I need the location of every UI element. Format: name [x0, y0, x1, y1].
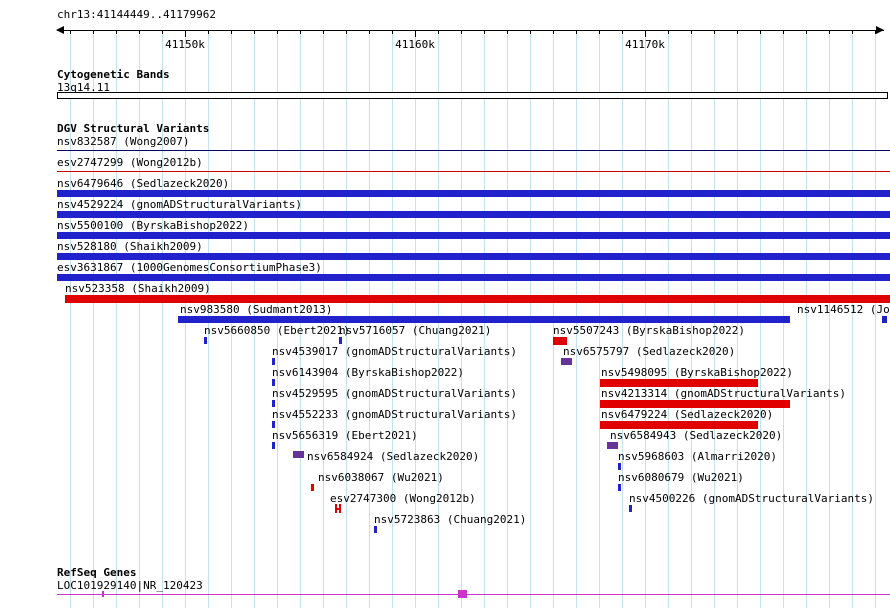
variant-glyph-bar[interactable]	[65, 295, 890, 303]
variant-label[interactable]: nsv832587 (Wong2007)	[57, 135, 190, 148]
ruler-tick	[415, 30, 416, 37]
variant-glyph-line[interactable]	[57, 171, 890, 172]
variant-glyph-tick[interactable]	[204, 337, 207, 344]
region-title: chr13:41144449..41179962	[57, 8, 216, 21]
variant-label[interactable]: nsv4529595 (gnomADStructuralVariants)	[272, 387, 518, 400]
variant-glyph-tick[interactable]	[618, 484, 621, 491]
variant-glyph-bar[interactable]	[57, 232, 890, 239]
ruler-tick	[185, 30, 186, 37]
variant-glyph-bar[interactable]	[178, 316, 790, 323]
variant-glyph-bar[interactable]	[600, 421, 758, 429]
variant-glyph-tick[interactable]	[311, 484, 314, 491]
variant-glyph-tick[interactable]	[272, 421, 275, 428]
variant-glyph-bar[interactable]	[553, 337, 567, 345]
variant-label[interactable]: nsv5656319 (Ebert2021)	[272, 429, 418, 442]
variant-glyph-bar[interactable]	[57, 253, 890, 260]
variant-glyph-bar[interactable]	[561, 358, 572, 365]
variant-label[interactable]: nsv4539017 (gnomADStructuralVariants)	[272, 345, 518, 358]
variant-label[interactable]: nsv4529224 (gnomADStructuralVariants)	[57, 198, 303, 211]
gene-intron-line[interactable]	[57, 594, 890, 595]
ruler-minor-ticks	[57, 30, 884, 34]
variant-glyph-tick[interactable]	[272, 400, 275, 407]
gene-label[interactable]: LOC101929140|NR_120423	[57, 579, 203, 592]
variant-label[interactable]: nsv6479224 (Sedlazeck2020)	[601, 408, 774, 421]
variant-label[interactable]: nsv5968603 (Almarri2020)	[618, 450, 777, 463]
ruler-tick-label: 41150k	[165, 38, 205, 51]
variant-label[interactable]: nsv4552233 (gnomADStructuralVariants)	[272, 408, 518, 421]
variant-label[interactable]: nsv1146512 (Joh	[797, 303, 890, 316]
variant-glyph-tick[interactable]	[272, 358, 275, 365]
gene-exon-glyph[interactable]	[102, 591, 104, 597]
variant-glyph-tick[interactable]	[272, 379, 275, 386]
ruler-tick-label: 41160k	[395, 38, 435, 51]
ruler-left-arrow-icon	[56, 26, 64, 34]
variant-label[interactable]: nsv5507243 (ByrskaBishop2022)	[553, 324, 746, 337]
variant-glyph-tick[interactable]	[339, 337, 342, 344]
ruler-tick-label: 41170k	[625, 38, 665, 51]
variant-glyph-bar[interactable]	[57, 274, 890, 281]
variant-label[interactable]: nsv6575797 (Sedlazeck2020)	[563, 345, 736, 358]
variant-label[interactable]: esv3631867 (1000GenomesConsortiumPhase3)	[57, 261, 322, 274]
variant-label[interactable]: nsv4500226 (gnomADStructuralVariants)	[629, 492, 875, 505]
variant-glyph-tick[interactable]	[618, 463, 621, 470]
variant-label[interactable]: nsv5716057 (Chuang2021)	[339, 324, 492, 337]
cytoband-label: 13q14.11	[57, 81, 110, 94]
variant-label[interactable]: esv2747300 (Wong2012b)	[330, 492, 476, 505]
variant-label[interactable]: nsv5500100 (ByrskaBishop2022)	[57, 219, 250, 232]
gene-exon-glyph[interactable]	[458, 590, 467, 598]
variant-label[interactable]: nsv528180 (Shaikh2009)	[57, 240, 203, 253]
variant-glyph-bar[interactable]	[57, 190, 890, 197]
section-title-refseq: RefSeq Genes	[57, 566, 137, 579]
variant-glyph-tick[interactable]	[374, 526, 377, 533]
section-title-cytobands: Cytogenetic Bands	[57, 68, 170, 81]
ruler-tick	[645, 30, 646, 37]
variant-label[interactable]: nsv6584924 (Sedlazeck2020)	[307, 450, 480, 463]
variant-label[interactable]: nsv6479646 (Sedlazeck2020)	[57, 177, 230, 190]
variant-glyph-line[interactable]	[57, 150, 890, 151]
variant-glyph-bar[interactable]	[57, 211, 890, 218]
variant-glyph-bar[interactable]	[607, 442, 618, 449]
variant-label[interactable]: nsv5498095 (ByrskaBishop2022)	[601, 366, 794, 379]
variant-label[interactable]: nsv5660850 (Ebert2021)	[204, 324, 350, 337]
ruler-right-arrow-icon	[876, 26, 884, 34]
variant-label[interactable]: nsv5723863 (Chuang2021)	[374, 513, 527, 526]
variant-glyph-tick[interactable]	[629, 505, 632, 512]
variant-glyph-tick[interactable]	[272, 442, 275, 449]
variant-glyph-ibeam[interactable]	[335, 504, 341, 513]
variant-glyph-bar[interactable]	[293, 451, 304, 458]
variant-glyph-bar[interactable]	[600, 400, 790, 408]
cytoband-glyph	[57, 92, 888, 99]
variant-label[interactable]: nsv6080679 (Wu2021)	[618, 471, 744, 484]
section-title-dgv: DGV Structural Variants	[57, 122, 210, 135]
variant-glyph-tick[interactable]	[882, 316, 887, 323]
variant-label[interactable]: nsv6143904 (ByrskaBishop2022)	[272, 366, 465, 379]
variant-label[interactable]: nsv983580 (Sudmant2013)	[180, 303, 333, 316]
variant-label[interactable]: nsv523358 (Shaikh2009)	[65, 282, 211, 295]
variant-label[interactable]: esv2747299 (Wong2012b)	[57, 156, 203, 169]
variant-label[interactable]: nsv4213314 (gnomADStructuralVariants)	[601, 387, 847, 400]
variant-label[interactable]: nsv6584943 (Sedlazeck2020)	[610, 429, 783, 442]
variant-glyph-bar[interactable]	[600, 379, 758, 387]
variant-label[interactable]: nsv6038067 (Wu2021)	[318, 471, 444, 484]
